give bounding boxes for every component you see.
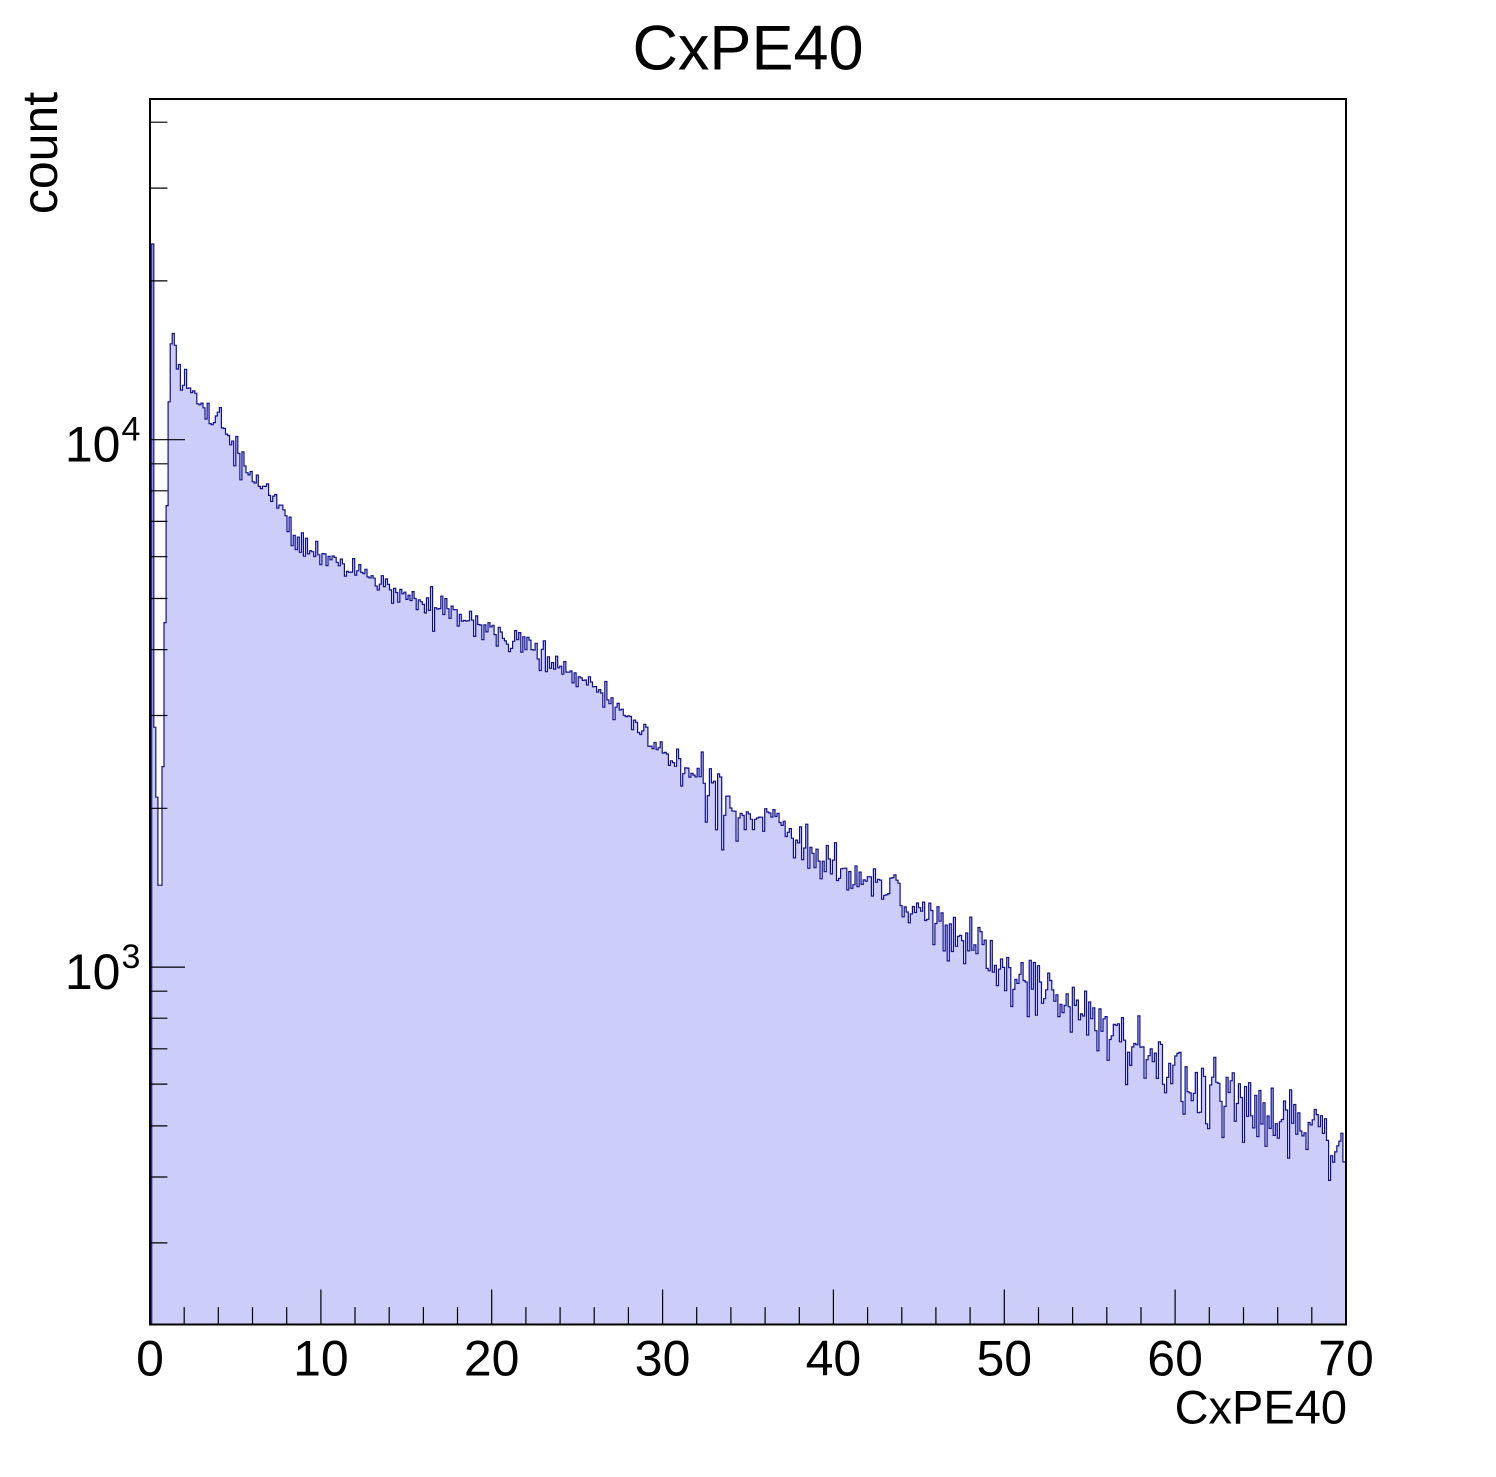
svg-text:10: 10	[293, 1331, 349, 1387]
svg-text:30: 30	[635, 1331, 691, 1387]
svg-text:CxPE40: CxPE40	[632, 14, 863, 84]
svg-text:4: 4	[122, 411, 141, 449]
svg-text:CxPE40: CxPE40	[1175, 1381, 1347, 1434]
svg-text:60: 60	[1147, 1331, 1203, 1387]
svg-text:3: 3	[122, 938, 141, 976]
svg-text:40: 40	[806, 1331, 862, 1387]
svg-text:70: 70	[1318, 1331, 1374, 1387]
svg-text:10: 10	[65, 417, 121, 473]
svg-text:10: 10	[65, 944, 121, 1000]
svg-text:count: count	[12, 92, 68, 214]
svg-text:0: 0	[136, 1331, 164, 1387]
svg-text:50: 50	[976, 1331, 1032, 1387]
svg-text:20: 20	[464, 1331, 520, 1387]
